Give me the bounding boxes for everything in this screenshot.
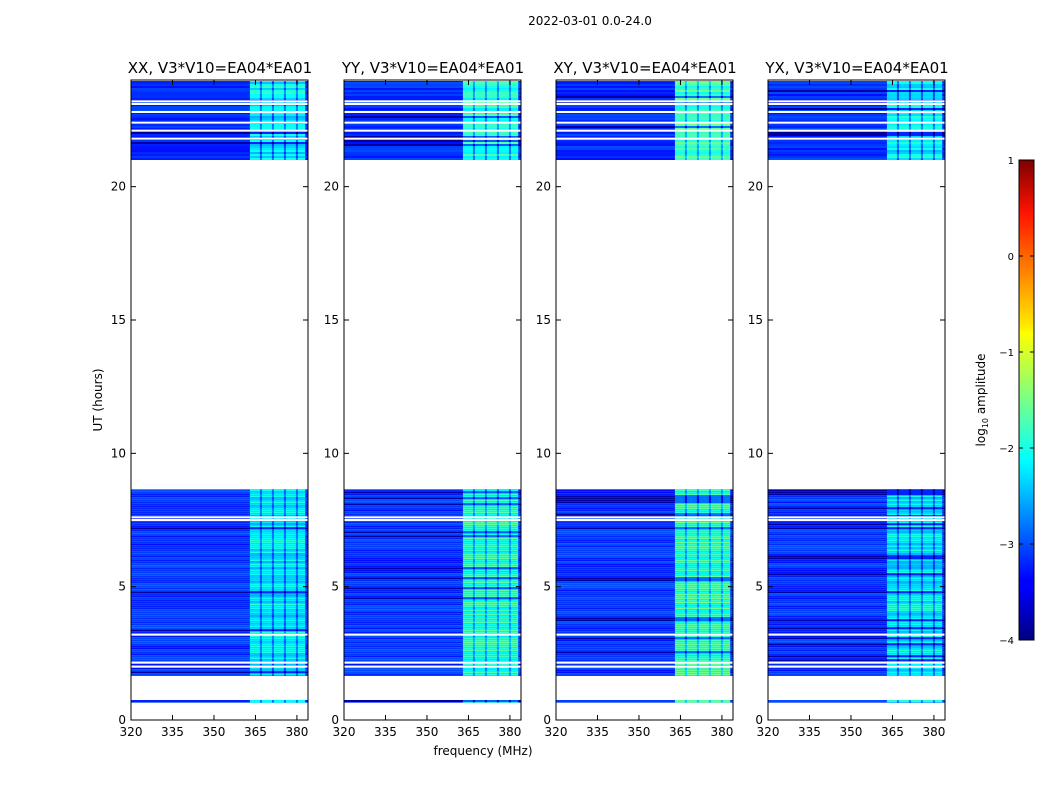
colorbar-label-main: log [973, 428, 988, 447]
x-tick-label: 380 [498, 725, 521, 739]
colorbar-tick-label: 0 [1008, 252, 1014, 263]
y-tick-label: 10 [324, 446, 339, 460]
x-axis-label: frequency (MHz) [433, 744, 533, 758]
y-tick-label: 5 [755, 580, 763, 594]
colorbar-label-rest: amplitude [973, 353, 988, 418]
colorbar-label-sub: 10 [981, 417, 991, 429]
colorbar-tick-label: 1 [1008, 156, 1014, 167]
x-tick-label: 350 [416, 725, 439, 739]
colorbar-tick-label: −4 [999, 636, 1014, 647]
y-tick-label: 5 [331, 580, 339, 594]
y-tick-label: 5 [118, 580, 126, 594]
x-tick-label: 365 [244, 725, 267, 739]
x-tick-label: 380 [710, 725, 733, 739]
x-tick-label: 365 [457, 725, 480, 739]
y-tick-label: 0 [118, 713, 126, 727]
x-tick-label: 335 [374, 725, 397, 739]
panel-frame [555, 79, 734, 721]
y-tick-label: 20 [748, 180, 763, 194]
colorbar-tick-label: −1 [999, 348, 1014, 359]
y-tick-label: 20 [111, 180, 126, 194]
panel-2: 320 335 350 365 380 0 5 10 15 20 [536, 79, 734, 739]
y-tick-label: 20 [324, 180, 339, 194]
spectrogram-image [131, 79, 308, 703]
panel-0: 320 335 350 365 380 0 5 10 15 20 [111, 79, 309, 739]
y-tick-label: 0 [331, 713, 339, 727]
x-tick-label: 350 [628, 725, 651, 739]
panel-3: 320 335 350 365 380 0 5 10 15 20 [748, 79, 946, 739]
x-tick-label: 380 [922, 725, 945, 739]
colorbar-label: log10 amplitude [974, 354, 990, 447]
panel-title-xx: XX, V3*V10=EA04*EA01 [127, 59, 313, 77]
y-axis-label: UT (hours) [91, 368, 105, 432]
x-tick-label: 335 [161, 725, 184, 739]
panels-group: 320 335 350 365 380 0 5 10 15 20 320 335 350 365 380 0 5… [111, 79, 946, 739]
spectrogram-image [556, 79, 733, 703]
x-tick-label: 335 [798, 725, 821, 739]
panel-1: 320 335 350 365 380 0 5 10 15 20 [324, 79, 522, 739]
y-tick-label: 0 [543, 713, 551, 727]
y-tick-label: 10 [536, 446, 551, 460]
y-tick-label: 15 [536, 313, 551, 327]
x-tick-label: 350 [840, 725, 863, 739]
x-tick-label: 365 [881, 725, 904, 739]
y-tick-label: 10 [748, 446, 763, 460]
spectrogram-image [344, 79, 521, 703]
panel-title-xy: XY, V3*V10=EA04*EA01 [553, 59, 737, 77]
panel-frame [343, 79, 522, 721]
x-tick-label: 380 [285, 725, 308, 739]
figure-title: 2022-03-01 0.0-24.0 [528, 14, 652, 28]
panel-frame [767, 79, 946, 721]
colorbar: −4 −3 −2 −1 0 1 [999, 156, 1035, 647]
x-tick-label: 320 [333, 725, 356, 739]
colorbar-ticks: −4 −3 −2 −1 0 1 [999, 156, 1034, 647]
panel-frame [130, 79, 309, 721]
x-tick-label: 365 [669, 725, 692, 739]
spectrogram-image [768, 79, 945, 703]
y-tick-label: 15 [324, 313, 339, 327]
panel-title-yx: YX, V3*V10=EA04*EA01 [765, 59, 949, 77]
y-tick-label: 0 [755, 713, 763, 727]
y-tick-label: 5 [543, 580, 551, 594]
colorbar-tick-label: −3 [999, 540, 1014, 551]
y-tick-label: 15 [111, 313, 126, 327]
y-tick-label: 15 [748, 313, 763, 327]
y-tick-label: 20 [536, 180, 551, 194]
x-tick-label: 320 [757, 725, 780, 739]
colorbar-gradient [1018, 159, 1035, 641]
x-tick-label: 320 [120, 725, 143, 739]
panel-title-yy: YY, V3*V10=EA04*EA01 [341, 59, 525, 77]
x-tick-label: 335 [586, 725, 609, 739]
x-tick-label: 320 [545, 725, 568, 739]
colorbar-tick-label: −2 [999, 444, 1014, 455]
x-tick-label: 350 [203, 725, 226, 739]
y-tick-label: 10 [111, 446, 126, 460]
